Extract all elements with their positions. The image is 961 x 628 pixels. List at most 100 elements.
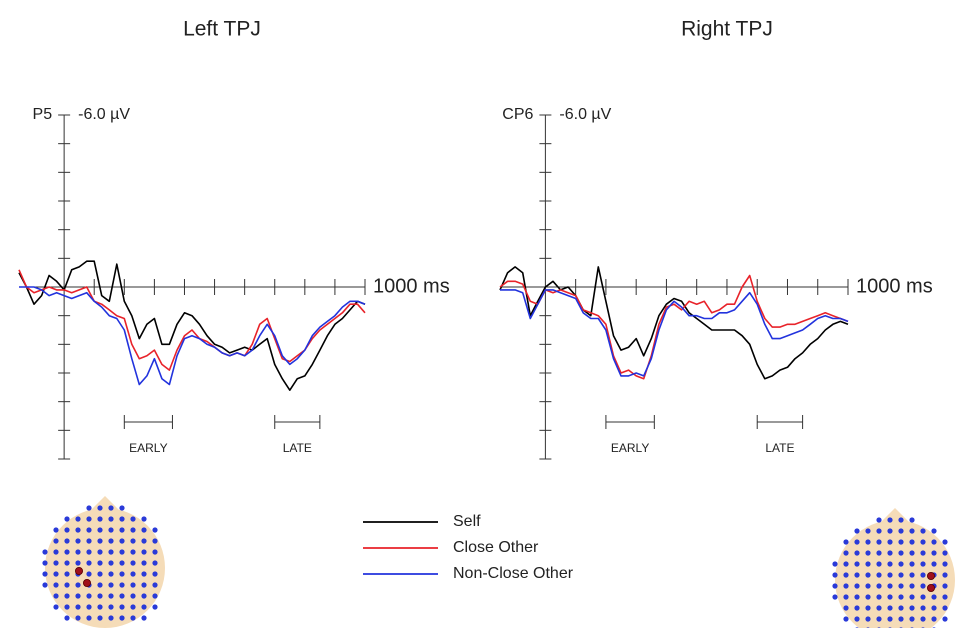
electrode <box>108 560 114 566</box>
electrode <box>130 615 136 621</box>
electrode <box>64 571 70 577</box>
electrode <box>920 539 926 545</box>
electrode <box>130 549 136 555</box>
electrode <box>876 616 882 622</box>
electrode <box>75 582 81 588</box>
electrode <box>141 527 147 533</box>
electrode <box>130 527 136 533</box>
window-label: EARLY <box>611 441 649 455</box>
electrode <box>97 549 103 555</box>
electrode <box>108 505 114 511</box>
electrode <box>86 549 92 555</box>
electrode <box>876 594 882 600</box>
electrode <box>141 615 147 621</box>
electrode <box>887 583 893 589</box>
electrode <box>130 582 136 588</box>
electrode <box>865 605 871 611</box>
electrode <box>909 583 915 589</box>
electrode <box>141 538 147 544</box>
electrode <box>97 560 103 566</box>
electrode <box>942 550 948 556</box>
erp-line <box>18 260 366 391</box>
electrode <box>920 572 926 578</box>
electrode <box>152 527 158 533</box>
electrode <box>920 594 926 600</box>
electrode <box>887 528 893 534</box>
y-tick-label: -6.0 µV <box>78 106 130 123</box>
electrode <box>53 549 59 555</box>
electrode <box>75 604 81 610</box>
electrode <box>130 538 136 544</box>
electrode <box>119 538 125 544</box>
legend-label: Close Other <box>453 539 539 556</box>
electrode <box>942 539 948 545</box>
electrode <box>108 516 114 522</box>
electrode <box>86 593 92 599</box>
electrode <box>119 516 125 522</box>
electrode <box>909 517 915 523</box>
electrode <box>876 550 882 556</box>
electrode <box>931 561 937 567</box>
window-label: LATE <box>765 441 794 455</box>
electrode <box>832 561 838 567</box>
electrode <box>141 560 147 566</box>
electrode <box>865 594 871 600</box>
electrode <box>843 594 849 600</box>
electrode <box>843 572 849 578</box>
electrode <box>108 615 114 621</box>
electrode <box>942 605 948 611</box>
electrode <box>119 615 125 621</box>
electrode <box>64 582 70 588</box>
chart-title: Right TPJ <box>681 18 773 41</box>
electrode <box>854 528 860 534</box>
electrode <box>920 616 926 622</box>
electrode <box>887 539 893 545</box>
electrode <box>141 582 147 588</box>
electrode <box>97 505 103 511</box>
electrode <box>86 538 92 544</box>
electrode <box>75 593 81 599</box>
electrode <box>865 616 871 622</box>
electrode <box>75 516 81 522</box>
electrode <box>854 616 860 622</box>
window-label: EARLY <box>129 441 167 455</box>
electrode <box>119 582 125 588</box>
electrode <box>108 527 114 533</box>
electrode <box>119 549 125 555</box>
electrode <box>53 560 59 566</box>
legend-label: Non-Close Other <box>453 565 574 582</box>
electrode <box>152 560 158 566</box>
electrode <box>86 560 92 566</box>
head <box>45 508 165 628</box>
head-nose <box>881 508 909 522</box>
time-window <box>274 415 321 429</box>
electrode <box>843 616 849 622</box>
electrode <box>42 549 48 555</box>
electrode <box>152 571 158 577</box>
electrode <box>141 549 147 555</box>
electrode <box>942 572 948 578</box>
electrode <box>931 594 937 600</box>
electrode <box>152 604 158 610</box>
electrode <box>898 594 904 600</box>
electrode <box>97 516 103 522</box>
electrode <box>920 605 926 611</box>
electrode <box>832 572 838 578</box>
electrode <box>920 583 926 589</box>
electrode <box>86 516 92 522</box>
electrode <box>843 605 849 611</box>
electrode <box>854 539 860 545</box>
electrode <box>53 582 59 588</box>
electrode <box>854 605 860 611</box>
electrode <box>887 616 893 622</box>
electrode <box>119 560 125 566</box>
electrode <box>64 593 70 599</box>
electrode <box>865 583 871 589</box>
electrode <box>920 528 926 534</box>
electrode <box>832 594 838 600</box>
electrode <box>854 550 860 556</box>
electrode <box>108 549 114 555</box>
electrode <box>898 550 904 556</box>
electrode <box>97 582 103 588</box>
